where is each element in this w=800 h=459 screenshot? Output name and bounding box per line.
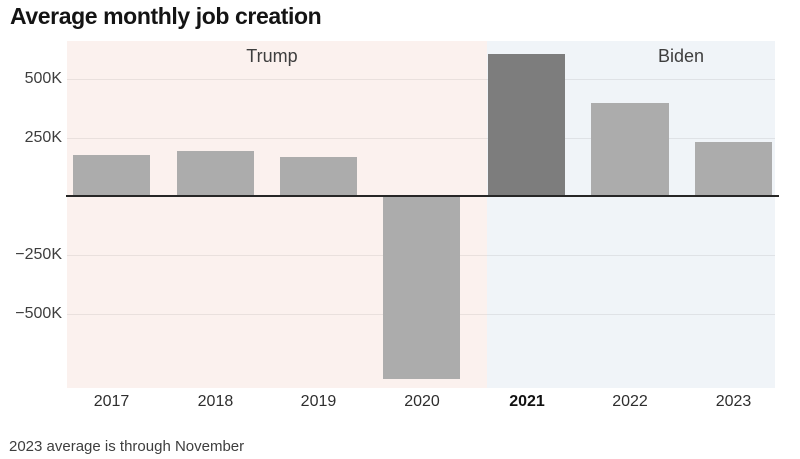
x-tick-label-2023: 2023 [715, 393, 752, 410]
bar-2022 [591, 102, 669, 197]
x-tick-label-2017: 2017 [93, 393, 130, 410]
bar-2018 [176, 151, 254, 197]
era-label-biden: Biden [657, 46, 704, 66]
x-tick-label-2021: 2021 [509, 393, 545, 410]
era-label-trump: Trump [246, 46, 298, 66]
y-axis-label-500K: 500K [24, 69, 62, 87]
y-axis-label-−500K: −500K [15, 305, 62, 323]
bar-2023 [694, 141, 772, 197]
plot-area: Trump Biden [66, 41, 779, 388]
chart-title: Average monthly job creation [10, 3, 322, 29]
x-tick-label-2018: 2018 [197, 393, 234, 410]
zero-axis-line [66, 195, 779, 198]
x-tick-label-2019: 2019 [300, 393, 337, 410]
x-tick-label-2022: 2022 [612, 393, 648, 410]
bar-2021 [488, 53, 566, 197]
gridline-500K [67, 78, 775, 80]
y-axis-label-250K: 250K [24, 128, 62, 146]
gridline-250K [67, 137, 775, 139]
bar-2020 [383, 196, 461, 379]
bar-2017 [73, 155, 151, 197]
x-tick-label-2020: 2020 [404, 393, 440, 410]
bar-2019 [279, 157, 357, 197]
y-axis-label-−250K: −250K [15, 246, 62, 264]
chart-footnote: 2023 average is through November [9, 438, 245, 455]
